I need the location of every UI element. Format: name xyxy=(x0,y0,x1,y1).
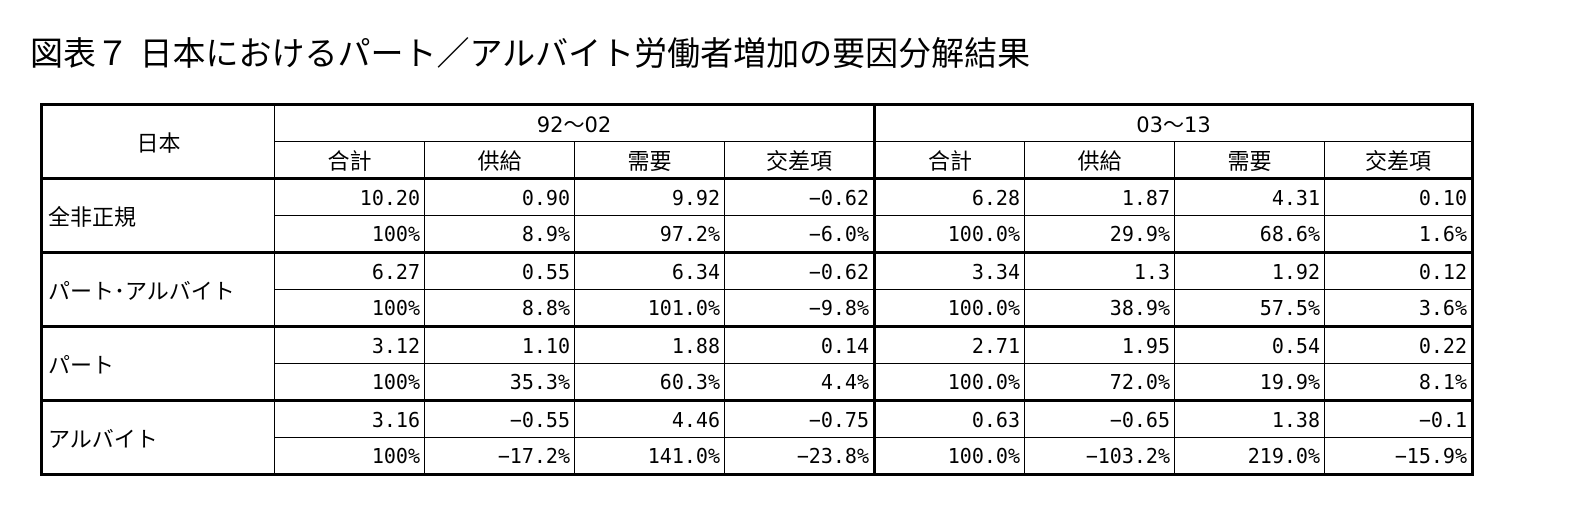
subheader-cell: 需要 xyxy=(574,141,725,180)
table-cell: 8.9% xyxy=(424,215,575,253)
table-cell: −9.8% xyxy=(724,289,876,327)
table-cell: 57.5% xyxy=(1174,289,1325,327)
table-cell: 100.0% xyxy=(874,363,1025,401)
table-cell: 100.0% xyxy=(874,289,1025,327)
table-cell: 9.92 xyxy=(574,178,725,216)
table-cell: −23.8% xyxy=(724,437,876,476)
subheader-cell: 合計 xyxy=(274,141,425,180)
period-header-1: 92～02 xyxy=(274,103,876,142)
table-cell: 100.0% xyxy=(874,215,1025,253)
table-cell: −0.75 xyxy=(724,399,876,438)
table-cell: 0.54 xyxy=(1174,325,1325,364)
table-cell: 6.28 xyxy=(874,178,1025,216)
table-cell: 6.27 xyxy=(274,251,425,290)
table-cell: 100% xyxy=(274,363,425,401)
corner-header: 日本 xyxy=(40,103,275,180)
row-group-label: 全非正規 xyxy=(40,178,275,253)
table-cell: 0.12 xyxy=(1324,251,1474,290)
table-cell: 1.6% xyxy=(1324,215,1474,253)
table-cell: 4.46 xyxy=(574,399,725,438)
table-cell: 3.12 xyxy=(274,325,425,364)
table-cell: 1.92 xyxy=(1174,251,1325,290)
table-cell: 1.3 xyxy=(1024,251,1175,290)
table-cell: 4.4% xyxy=(724,363,876,401)
table-cell: −0.1 xyxy=(1324,399,1474,438)
subheader-cell: 交差項 xyxy=(1324,141,1474,180)
table-cell: 1.95 xyxy=(1024,325,1175,364)
table-body: 全非正規 10.20 0.90 9.92 −0.62 6.28 1.87 4.31 0.10 10… xyxy=(40,178,1474,476)
table-cell: 0.22 xyxy=(1324,325,1474,364)
table-cell: 100.0% xyxy=(874,437,1025,476)
subheader-row: 合計 供給 需要 交差項 合計 供給 需要 交差項 xyxy=(42,141,1474,180)
subheader-cell: 交差項 xyxy=(724,141,876,180)
table-cell: 0.90 xyxy=(424,178,575,216)
subheader-cell: 需要 xyxy=(1174,141,1325,180)
table-cell: 97.2% xyxy=(574,215,725,253)
subheader-cell: 供給 xyxy=(1024,141,1175,180)
table-cell: 35.3% xyxy=(424,363,575,401)
table-cell: −0.55 xyxy=(424,399,575,438)
table-cell: 141.0% xyxy=(574,437,725,476)
table-row: 全非正規 10.20 0.90 9.92 −0.62 6.28 1.87 4.31 0.10 xyxy=(40,178,1474,253)
table-cell: 1.10 xyxy=(424,325,575,364)
table-row: アルバイト 3.16 −0.55 4.46 −0.75 0.63 −0.65 1.38 −0.1 xyxy=(40,399,1474,476)
table-cell: −0.65 xyxy=(1024,399,1175,438)
period-header-2: 03～13 xyxy=(874,103,1474,142)
table-row: 100% 8.9% 97.2% −6.0% 100.0% 29.9% 68.6% 1.6% xyxy=(42,215,1474,253)
period-header-row: 日本 92～02 03～13 xyxy=(40,103,1474,180)
table-cell: 6.34 xyxy=(574,251,725,290)
table-cell: −0.62 xyxy=(724,251,876,290)
table-cell: 0.14 xyxy=(724,325,876,364)
figure-title: 図表７ 日本におけるパート／アルバイト労働者増加の要因分解結果 xyxy=(30,34,1031,73)
table-cell: −15.9% xyxy=(1324,437,1474,476)
table-cell: 0.63 xyxy=(874,399,1025,438)
table-cell: −0.62 xyxy=(724,178,876,216)
table-cell: 1.88 xyxy=(574,325,725,364)
table-cell: −6.0% xyxy=(724,215,876,253)
row-group-label: アルバイト xyxy=(40,399,275,476)
table-row: パート･アルバイト 6.27 0.55 6.34 −0.62 3.34 1.3 1.92 0.1… xyxy=(40,251,1474,327)
decomposition-table: 日本 92～02 03～13 合計 供給 需要 交差項 合計 供給 需要 交差項… xyxy=(40,103,1474,476)
row-group-label: パート xyxy=(40,325,275,401)
table-cell: 219.0% xyxy=(1174,437,1325,476)
table-cell: 2.71 xyxy=(874,325,1025,364)
table-cell: 60.3% xyxy=(574,363,725,401)
table-cell: 3.6% xyxy=(1324,289,1474,327)
table-cell: 101.0% xyxy=(574,289,725,327)
table-cell: −103.2% xyxy=(1024,437,1175,476)
table-cell: −17.2% xyxy=(424,437,575,476)
table-cell: 0.55 xyxy=(424,251,575,290)
table-cell: 8.8% xyxy=(424,289,575,327)
table-cell: 4.31 xyxy=(1174,178,1325,216)
subheader-cell: 供給 xyxy=(424,141,575,180)
row-group-label: パート･アルバイト xyxy=(40,251,275,327)
table-row: 100% 8.8% 101.0% −9.8% 100.0% 38.9% 57.5% 3.6% xyxy=(42,289,1474,327)
table-cell: 100% xyxy=(274,215,425,253)
table-cell: 0.10 xyxy=(1324,178,1474,216)
table-cell: 68.6% xyxy=(1174,215,1325,253)
table-cell: 72.0% xyxy=(1024,363,1175,401)
table-cell: 3.16 xyxy=(274,399,425,438)
table-cell: 100% xyxy=(274,437,425,476)
table-cell: 100% xyxy=(274,289,425,327)
subheader-cell: 合計 xyxy=(874,141,1025,180)
table-cell: 38.9% xyxy=(1024,289,1175,327)
table-cell: 1.87 xyxy=(1024,178,1175,216)
table-cell: 29.9% xyxy=(1024,215,1175,253)
table-row: パート 3.12 1.10 1.88 0.14 2.71 1.95 0.54 0.22 xyxy=(40,325,1474,401)
table-cell: 3.34 xyxy=(874,251,1025,290)
table-cell: 19.9% xyxy=(1174,363,1325,401)
table-cell: 8.1% xyxy=(1324,363,1474,401)
table-cell: 10.20 xyxy=(274,178,425,216)
table-row: 100% −17.2% 141.0% −23.8% 100.0% −103.2% 219.0… xyxy=(42,437,1474,476)
table-cell: 1.38 xyxy=(1174,399,1325,438)
